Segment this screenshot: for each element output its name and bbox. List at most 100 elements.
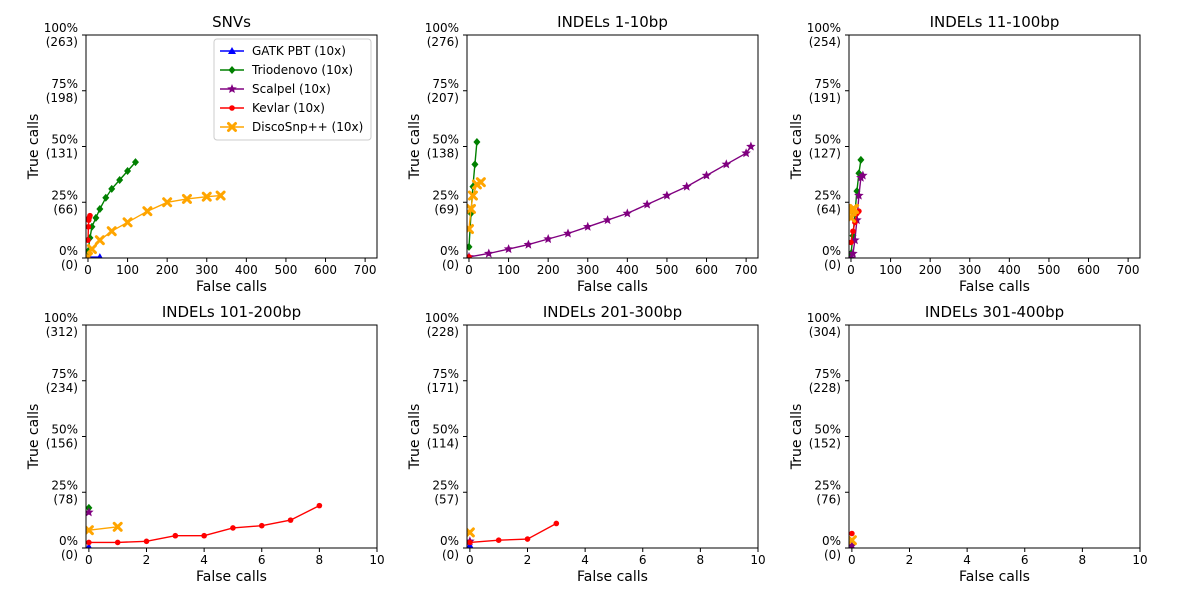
y-tick-label-count: (76) (816, 492, 841, 506)
x-axis-label: False calls (959, 279, 1030, 295)
legend-label-triodenovo-10x: Triodenovo (10x) (251, 63, 353, 77)
y-tick-label-percent: 50% (51, 133, 78, 147)
y-tick-label-count: (138) (427, 147, 459, 161)
data-point-discosnp-10x (201, 191, 212, 202)
subplot-title: INDELs 201-300bp (543, 303, 682, 321)
x-tick-label: 500 (274, 263, 297, 277)
data-point-kevlar-10x (87, 212, 93, 219)
y-tick-label-percent: 0% (59, 244, 78, 258)
data-point-scalpel-10x (86, 507, 94, 517)
y-tick-label-percent: 50% (432, 133, 459, 147)
data-point-discosnp-10x (467, 203, 476, 214)
y-tick-label-count: (152) (809, 437, 841, 451)
data-point-scalpel-10x (854, 190, 864, 200)
y-tick-label-percent: 100% (807, 311, 841, 325)
data-point-triodenovo-10x (96, 204, 104, 213)
subplot-5: INDELs 201-300bp 0 2 4 6 8 10 100%(228) 75%(171)… (407, 303, 766, 585)
y-tick-label-count: (254) (809, 35, 841, 49)
data-point-scalpel-10x (642, 199, 652, 209)
data-point-gatk-pbt-10x (97, 253, 103, 258)
x-tick-label: 700 (1117, 263, 1140, 277)
data-point-kevlar-10x (524, 536, 531, 542)
x-axis-label: False calls (196, 569, 267, 585)
y-tick-label-count: (228) (427, 325, 459, 339)
data-point-triodenovo-10x (471, 160, 479, 169)
x-tick-label: 100 (879, 263, 902, 277)
y-tick-label-percent: 75% (432, 367, 459, 381)
data-point-discosnp-10x (94, 235, 105, 246)
x-axis-label: False calls (577, 279, 648, 295)
x-tick-label: 0 (465, 263, 473, 277)
subplot-4: INDELs 101-200bp 0 2 4 6 8 10 100%(312) 75%(234)… (26, 303, 385, 585)
y-tick-label-count: (57) (434, 492, 459, 506)
y-tick-label-percent: 100% (44, 311, 78, 325)
y-axis-label: True calls (407, 404, 423, 471)
y-axis-label: True calls (789, 404, 805, 471)
y-axis-label: True calls (26, 404, 42, 471)
axes-frame (85, 324, 378, 549)
x-axis-label: False calls (959, 569, 1030, 585)
data-point-kevlar-10x (467, 539, 473, 546)
x-tick-label: 10 (750, 553, 765, 567)
x-tick-label: 400 (998, 263, 1021, 277)
data-point-triodenovo-10x (467, 242, 473, 251)
data-point-discosnp-10x (849, 212, 856, 223)
data-point-kevlar-10x (467, 254, 472, 258)
y-axis-label: True calls (789, 114, 805, 181)
y-tick-label-count: (131) (46, 147, 78, 161)
data-point-kevlar-10x (287, 517, 294, 523)
series-layer (849, 155, 868, 258)
data-point-discosnp-10x (86, 525, 94, 536)
y-tick-label-percent: 50% (432, 423, 459, 437)
axes-frame (466, 324, 759, 549)
y-tick-label-count: (114) (427, 437, 459, 451)
x-tick-label: 200 (919, 263, 942, 277)
y-tick-label-count: (234) (46, 381, 78, 395)
y-axis-label: True calls (26, 114, 42, 181)
data-point-scalpel-10x (563, 228, 573, 238)
x-tick-label: 100 (116, 263, 139, 277)
y-tick-label-count: (69) (434, 202, 459, 216)
subplot-title: INDELs 301-400bp (925, 303, 1064, 321)
y-tick-label-percent: 0% (822, 534, 841, 548)
y-tick-label-percent: 25% (814, 188, 841, 202)
x-tick-label: 4 (963, 553, 971, 567)
y-tick-label-percent: 100% (425, 311, 459, 325)
y-tick-label-percent: 0% (440, 244, 459, 258)
y-tick-label-count: (207) (427, 91, 459, 105)
data-point-kevlar-10x (316, 502, 323, 509)
data-point-scalpel-10x (543, 234, 553, 244)
x-tick-label: 600 (314, 263, 337, 277)
y-tick-label-count: (191) (809, 91, 841, 105)
y-tick-label-percent: 100% (44, 21, 78, 35)
y-tick-label-percent: 0% (822, 244, 841, 258)
x-tick-label: 6 (258, 553, 266, 567)
y-tick-label-count: (78) (53, 492, 78, 506)
data-point-kevlar-10x (172, 532, 179, 539)
data-point-triodenovo-10x (131, 158, 139, 167)
data-point-scalpel-10x (583, 221, 593, 231)
y-tick-label-count: (171) (427, 381, 459, 395)
x-tick-label: 6 (1021, 553, 1029, 567)
y-tick-label-percent: 50% (51, 423, 78, 437)
y-tick-label-count: (304) (809, 325, 841, 339)
data-point-scalpel-10x (858, 170, 868, 180)
x-tick-label: 4 (200, 553, 208, 567)
data-point-scalpel-10x (622, 208, 633, 218)
x-tick-label: 100 (497, 263, 520, 277)
data-point-kevlar-10x (86, 539, 92, 546)
x-tick-label: 700 (354, 263, 377, 277)
data-point-kevlar-10x (86, 237, 91, 243)
series-line-discosnp-10x (87, 194, 221, 258)
axes-frame (466, 34, 759, 259)
y-tick-label-percent: 75% (814, 77, 841, 91)
y-tick-label-percent: 50% (814, 423, 841, 437)
data-point-scalpel-10x (701, 170, 712, 180)
data-point-kevlar-10x (114, 539, 121, 546)
x-tick-label: 2 (524, 553, 532, 567)
axes-frame (848, 324, 1141, 549)
legend-label-discosnp-10x: DiscoSnp++ (10x) (252, 120, 363, 134)
x-tick-label: 8 (316, 553, 324, 567)
data-point-scalpel-10x (503, 244, 514, 254)
